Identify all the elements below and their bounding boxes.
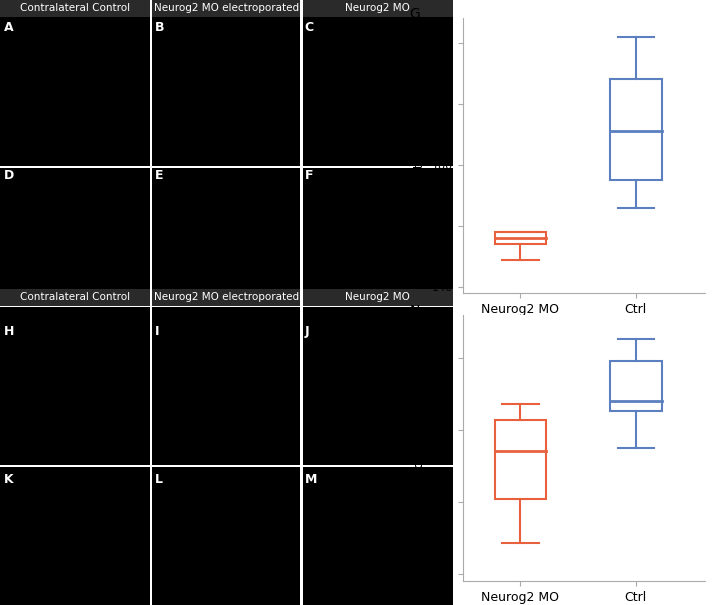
Text: Neurog2 MO electroporated: Neurog2 MO electroporated	[154, 292, 299, 302]
Bar	[495, 232, 546, 244]
Bar	[495, 420, 546, 499]
Text: N: N	[409, 304, 420, 318]
Text: K: K	[4, 473, 14, 486]
Y-axis label: width (μm): width (μm)	[414, 414, 426, 482]
Text: Neurog2 MO electroporated: Neurog2 MO electroporated	[154, 4, 299, 13]
Text: H: H	[4, 325, 14, 338]
Text: I: I	[155, 325, 159, 338]
Text: C: C	[305, 21, 314, 34]
Text: Neurog2 MO: Neurog2 MO	[345, 292, 410, 302]
Text: M: M	[305, 473, 317, 486]
Text: L: L	[155, 473, 163, 486]
Bar	[609, 361, 661, 411]
Text: Contralateral Control: Contralateral Control	[21, 292, 130, 302]
Text: D: D	[4, 169, 14, 182]
Text: G: G	[409, 7, 420, 21]
Y-axis label: width (μm): width (μm)	[413, 122, 426, 190]
Text: B: B	[155, 21, 164, 34]
Text: J: J	[305, 325, 309, 338]
Bar	[609, 79, 661, 180]
Text: F: F	[305, 169, 313, 182]
Text: A: A	[4, 21, 14, 34]
Text: E: E	[155, 169, 164, 182]
Text: Contralateral Control: Contralateral Control	[21, 4, 130, 13]
Text: Neurog2 MO: Neurog2 MO	[345, 4, 410, 13]
